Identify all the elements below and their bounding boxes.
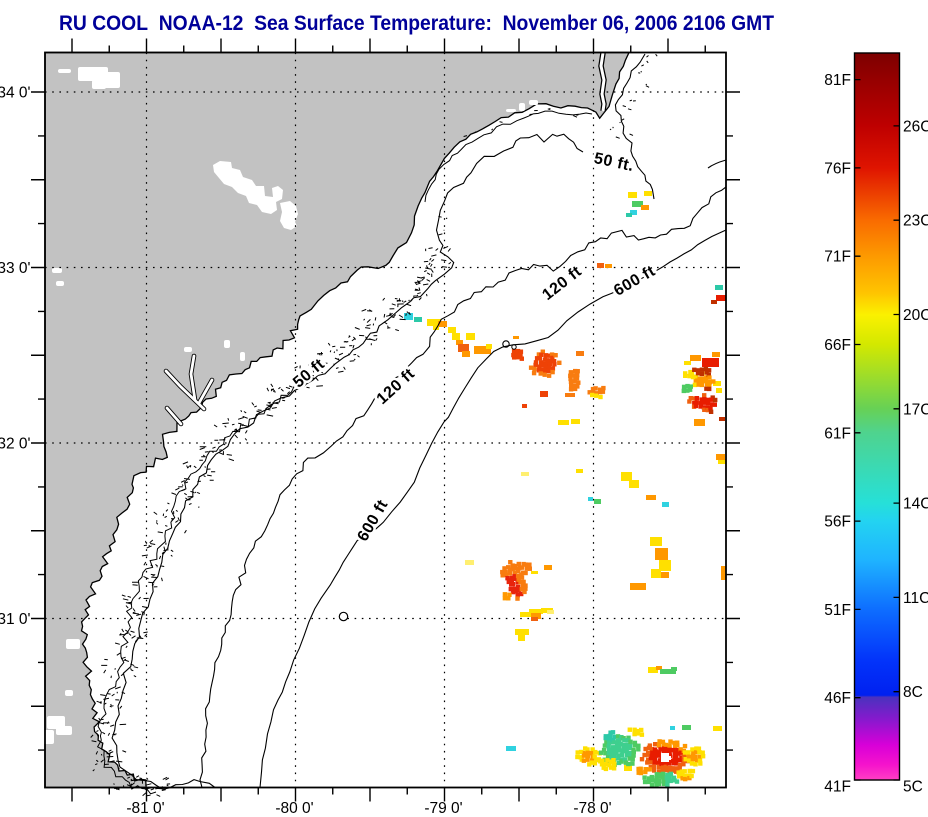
svg-text:66F: 66F [824, 337, 851, 354]
svg-text:17C: 17C [903, 401, 928, 418]
svg-text:RU COOL NOAA-12 Sea Surface: RU COOL NOAA-12 Sea Surface Temperature:… [59, 12, 774, 35]
svg-text:-78 0': -78 0' [573, 800, 611, 817]
svg-text:76F: 76F [824, 160, 851, 177]
svg-text:51F: 51F [824, 602, 851, 619]
svg-text:20C: 20C [903, 307, 928, 324]
svg-text:-80 0': -80 0' [275, 800, 313, 817]
svg-text:71F: 71F [824, 249, 851, 266]
svg-text:-79 0': -79 0' [424, 800, 462, 817]
svg-text:46F: 46F [824, 690, 851, 707]
svg-text:31 0': 31 0' [0, 611, 31, 628]
svg-text:33 0': 33 0' [0, 260, 31, 277]
svg-text:41F: 41F [824, 779, 851, 796]
svg-text:32 0': 32 0' [0, 436, 31, 453]
svg-text:61F: 61F [824, 425, 851, 442]
svg-text:-81 0': -81 0' [126, 800, 164, 817]
svg-text:14C: 14C [903, 496, 928, 513]
svg-text:8C: 8C [903, 684, 923, 701]
svg-text:34 0': 34 0' [0, 85, 31, 102]
svg-text:56F: 56F [824, 514, 851, 531]
svg-text:26C: 26C [903, 118, 928, 135]
svg-text:81F: 81F [824, 72, 851, 89]
svg-text:23C: 23C [903, 213, 928, 230]
svg-text:5C: 5C [903, 779, 923, 796]
svg-text:11C: 11C [903, 590, 928, 607]
